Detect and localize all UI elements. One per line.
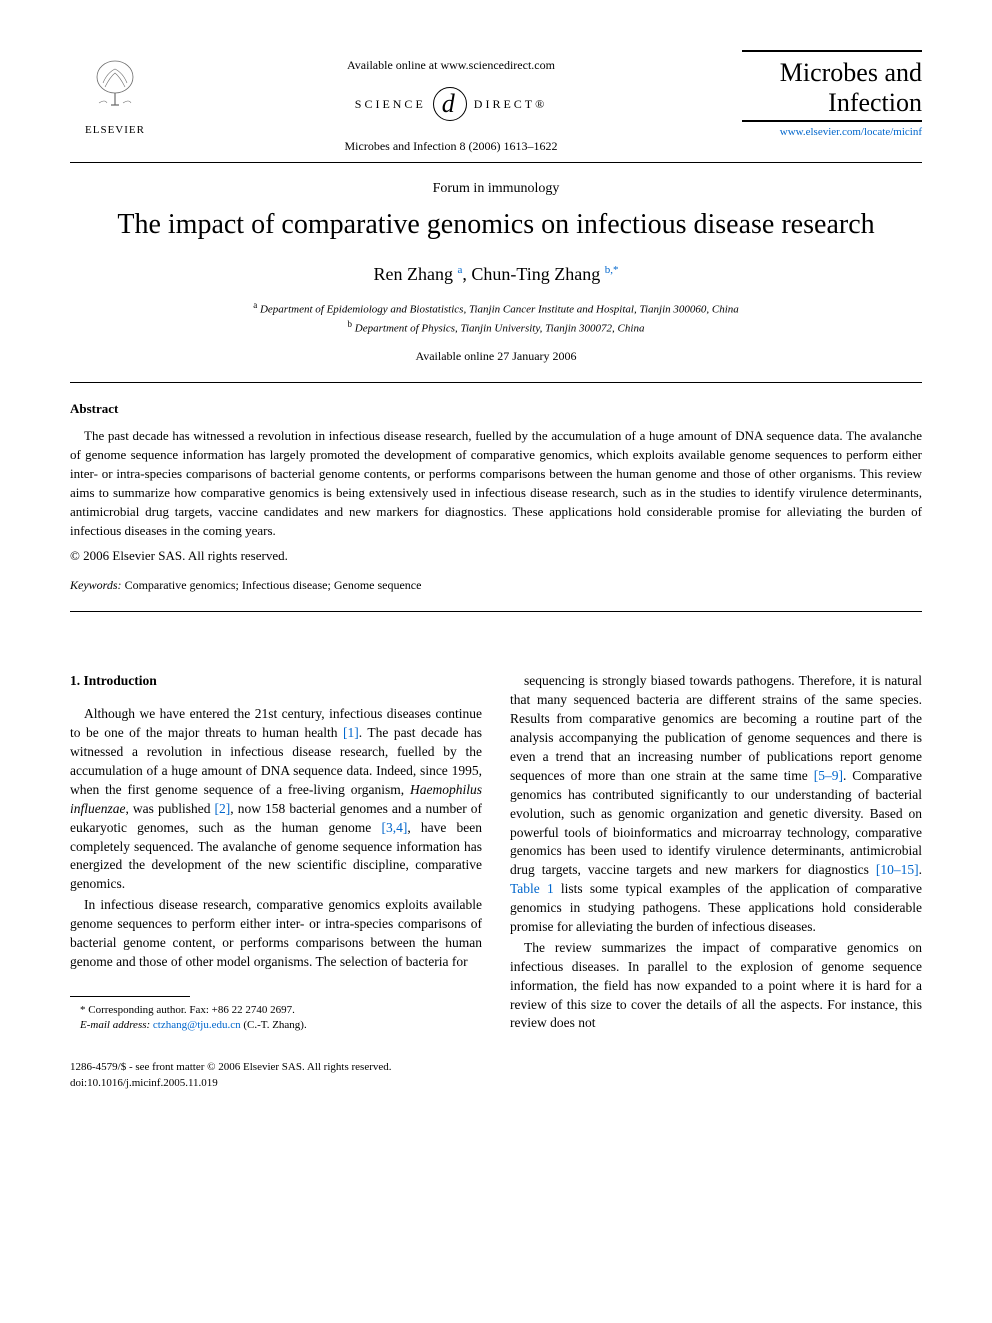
article-body: 1. Introduction Although we have entered… — [70, 672, 922, 1034]
author-1: Ren Zhang — [374, 264, 453, 284]
email-suffix: (C.-T. Zhang). — [241, 1019, 307, 1031]
corresponding-author-footnote: * Corresponding author. Fax: +86 22 2740… — [70, 1003, 482, 1018]
publisher-name: ELSEVIER — [85, 124, 145, 136]
divider-before-abstract — [70, 382, 922, 383]
citation-ref[interactable]: [5–9] — [814, 768, 843, 783]
keywords-text: Comparative genomics; Infectious disease… — [122, 578, 422, 592]
body-paragraph-3: sequencing is strongly biased towards pa… — [510, 672, 922, 936]
abstract-text: The past decade has witnessed a revoluti… — [70, 427, 922, 540]
forum-section-label: Forum in immunology — [70, 181, 922, 197]
science-direct-logo: SCIENCE d DIRECT® — [160, 87, 742, 121]
science-direct-right: DIRECT® — [474, 97, 547, 112]
abstract-copyright: © 2006 Elsevier SAS. All rights reserved… — [70, 548, 922, 564]
column-footnote-block: * Corresponding author. Fax: +86 22 2740… — [70, 996, 482, 1034]
header-center: Available online at www.sciencedirect.co… — [160, 50, 742, 154]
divider-top — [70, 162, 922, 163]
citation-ref[interactable]: [3,4] — [381, 820, 407, 835]
science-direct-left: SCIENCE — [355, 97, 426, 112]
affil-a-text: Department of Epidemiology and Biostatis… — [260, 304, 739, 316]
body-paragraph-4: The review summarizes the impact of comp… — [510, 939, 922, 1033]
author-1-affil-sup: a — [457, 264, 462, 276]
body-paragraph-1: Although we have entered the 21st centur… — [70, 705, 482, 894]
citation-ref[interactable]: [1] — [343, 725, 359, 740]
issn-copyright-line: 1286-4579/$ - see front matter © 2006 El… — [70, 1060, 922, 1075]
corresponding-email-link[interactable]: ctzhang@tju.edu.cn — [153, 1019, 241, 1031]
author-2: Chun-Ting Zhang — [471, 264, 600, 284]
citation-ref[interactable]: [2] — [215, 801, 231, 816]
keywords-line: Keywords: Comparative genomics; Infectio… — [70, 578, 922, 593]
divider-after-abstract — [70, 611, 922, 612]
affiliation-a: a Department of Epidemiology and Biostat… — [70, 299, 922, 318]
publication-date: Available online 27 January 2006 — [70, 349, 922, 364]
body-paragraph-2: In infectious disease research, comparat… — [70, 896, 482, 972]
email-label: E-mail address: — [80, 1019, 150, 1031]
article-title: The impact of comparative genomics on in… — [70, 207, 922, 242]
keywords-label: Keywords: — [70, 578, 122, 592]
journal-url-link[interactable]: www.elsevier.com/locate/micinf — [742, 126, 922, 138]
journal-reference: Microbes and Infection 8 (2006) 1613–162… — [160, 139, 742, 154]
email-footnote: E-mail address: ctzhang@tju.edu.cn (C.-T… — [70, 1018, 482, 1033]
page-footer: 1286-4579/$ - see front matter © 2006 El… — [70, 1060, 922, 1091]
journal-title-box: Microbes and Infection — [742, 50, 922, 122]
publisher-logo: ELSEVIER — [70, 50, 160, 136]
available-online-text: Available online at www.sciencedirect.co… — [160, 58, 742, 73]
journal-logo-block: Microbes and Infection www.elsevier.com/… — [742, 50, 922, 138]
science-direct-at-icon: d — [433, 87, 467, 121]
affil-a-sup: a — [253, 300, 257, 310]
authors-line: Ren Zhang a, Chun-Ting Zhang b,* — [70, 264, 922, 285]
page-header: ELSEVIER Available online at www.science… — [70, 50, 922, 154]
doi-line: doi:10.1016/j.micinf.2005.11.019 — [70, 1076, 922, 1091]
author-2-affil-sup: b,* — [605, 264, 619, 276]
affil-b-sup: b — [348, 319, 353, 329]
citation-ref[interactable]: [10–15] — [876, 862, 919, 877]
journal-title-line1: Microbes and — [742, 58, 922, 88]
footnote-rule — [70, 996, 190, 997]
abstract-heading: Abstract — [70, 401, 922, 417]
affiliations: a Department of Epidemiology and Biostat… — [70, 299, 922, 337]
section-1-heading: 1. Introduction — [70, 672, 482, 691]
affiliation-b: b Department of Physics, Tianjin Univers… — [70, 318, 922, 337]
journal-title-line2: Infection — [742, 88, 922, 118]
elsevier-tree-icon — [80, 50, 150, 120]
affil-b-text: Department of Physics, Tianjin Universit… — [355, 323, 645, 335]
table-ref[interactable]: Table 1 — [510, 881, 554, 896]
